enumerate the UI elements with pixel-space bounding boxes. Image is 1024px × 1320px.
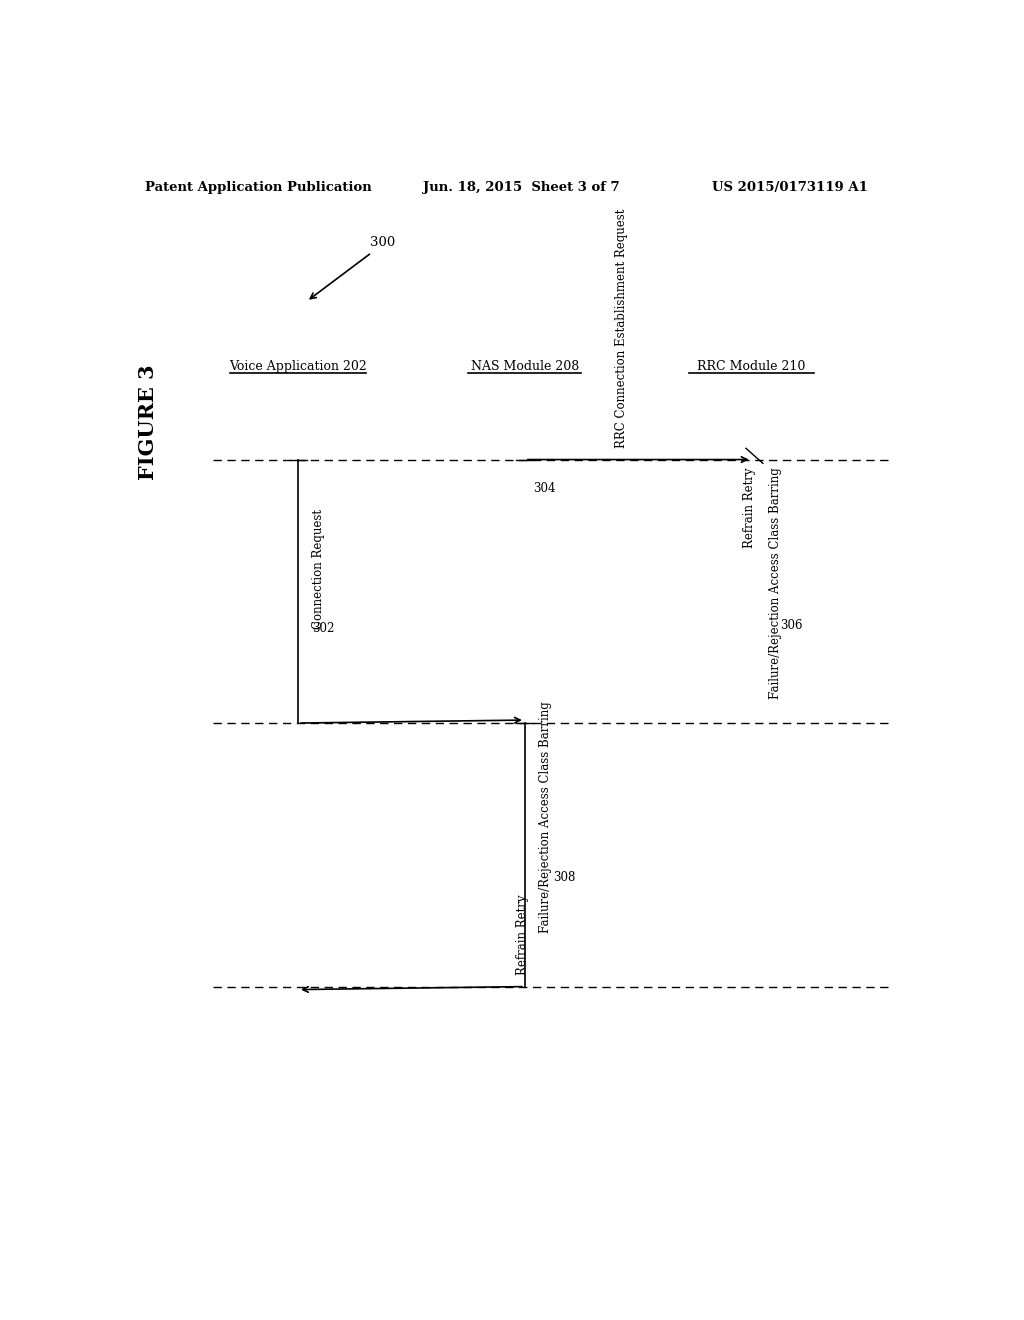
Text: Patent Application Publication: Patent Application Publication [145,181,372,194]
Text: Jun. 18, 2015  Sheet 3 of 7: Jun. 18, 2015 Sheet 3 of 7 [423,181,620,194]
Text: Failure/Rejection Access Class Barring: Failure/Rejection Access Class Barring [769,467,781,698]
Text: RRC Module 210: RRC Module 210 [697,360,806,374]
Text: US 2015/0173119 A1: US 2015/0173119 A1 [712,181,867,194]
Text: Refrain Retry: Refrain Retry [743,467,756,548]
Text: Voice Application 202: Voice Application 202 [229,360,367,374]
Text: 302: 302 [312,623,335,635]
Text: FIGURE 3: FIGURE 3 [138,364,158,479]
Text: Refrain Retry: Refrain Retry [516,895,529,975]
Text: Connection Request: Connection Request [312,508,326,628]
Text: 306: 306 [780,619,803,632]
Text: 308: 308 [553,871,575,884]
Text: NAS Module 208: NAS Module 208 [471,360,579,374]
Text: RRC Connection Establishment Request: RRC Connection Establishment Request [614,209,628,449]
Text: Failure/Rejection Access Class Barring: Failure/Rejection Access Class Barring [539,701,552,933]
Text: 300: 300 [371,236,395,248]
Text: 304: 304 [534,482,556,495]
